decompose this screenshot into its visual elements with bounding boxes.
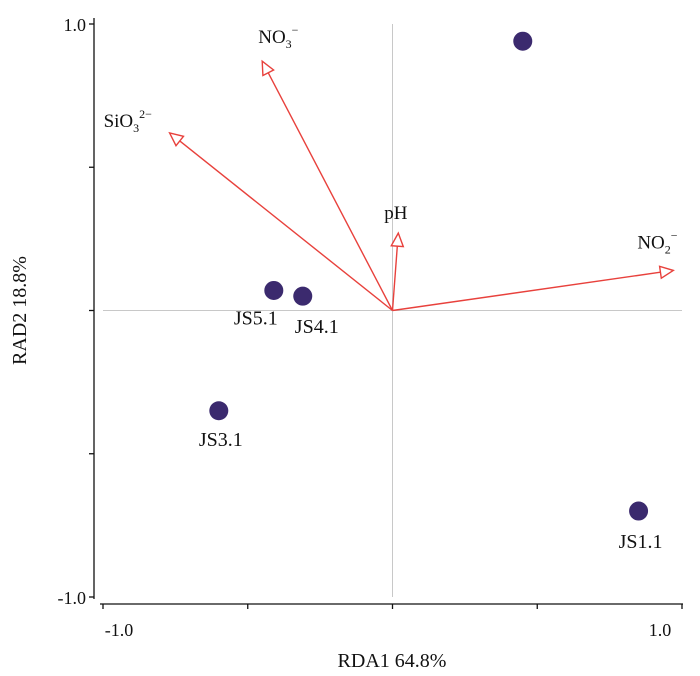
y-tick-label: 1.0	[64, 15, 87, 35]
vector-label-no2: NO2−	[637, 228, 677, 256]
site-point	[513, 31, 533, 51]
environment-vectors: NO3− SiO32− pH NO2−	[104, 23, 678, 312]
site-label: JS3.1	[199, 429, 243, 451]
vector-line-ph	[391, 246, 399, 311]
site-point	[629, 501, 649, 521]
site-label: JS5.1	[234, 307, 278, 329]
x-tick-label: 1.0	[649, 620, 672, 640]
vector-line-sio3	[179, 140, 393, 312]
y-axis-title: RAD2 18.8%	[9, 256, 31, 365]
vector-line-no2	[392, 271, 661, 312]
vector-label-ph: pH	[384, 203, 408, 224]
y-tick-label: -1.0	[58, 588, 87, 608]
vector-label-sio3: SiO32−	[104, 107, 153, 135]
site-point	[209, 401, 229, 421]
vector-label-no3: NO3−	[258, 23, 298, 51]
site-point	[293, 286, 313, 306]
site-label: JS1.1	[619, 531, 663, 553]
site-points: JS5.1 JS4.1 JS3.1 JS1.1	[199, 31, 663, 553]
site-label: JS4.1	[295, 316, 339, 338]
vector-arrowhead-no3	[261, 59, 275, 77]
x-axis-title: RDA1 64.8%	[338, 650, 447, 672]
vector-arrowhead-ph	[390, 231, 405, 248]
site-point	[264, 280, 284, 300]
vector-line-no3	[267, 72, 394, 311]
x-tick-label: -1.0	[105, 620, 134, 640]
vector-arrowhead-sio3	[168, 131, 185, 147]
vector-arrowhead-no2	[658, 265, 675, 280]
axes: -1.0 1.0 1.0 -1.0	[58, 15, 683, 640]
